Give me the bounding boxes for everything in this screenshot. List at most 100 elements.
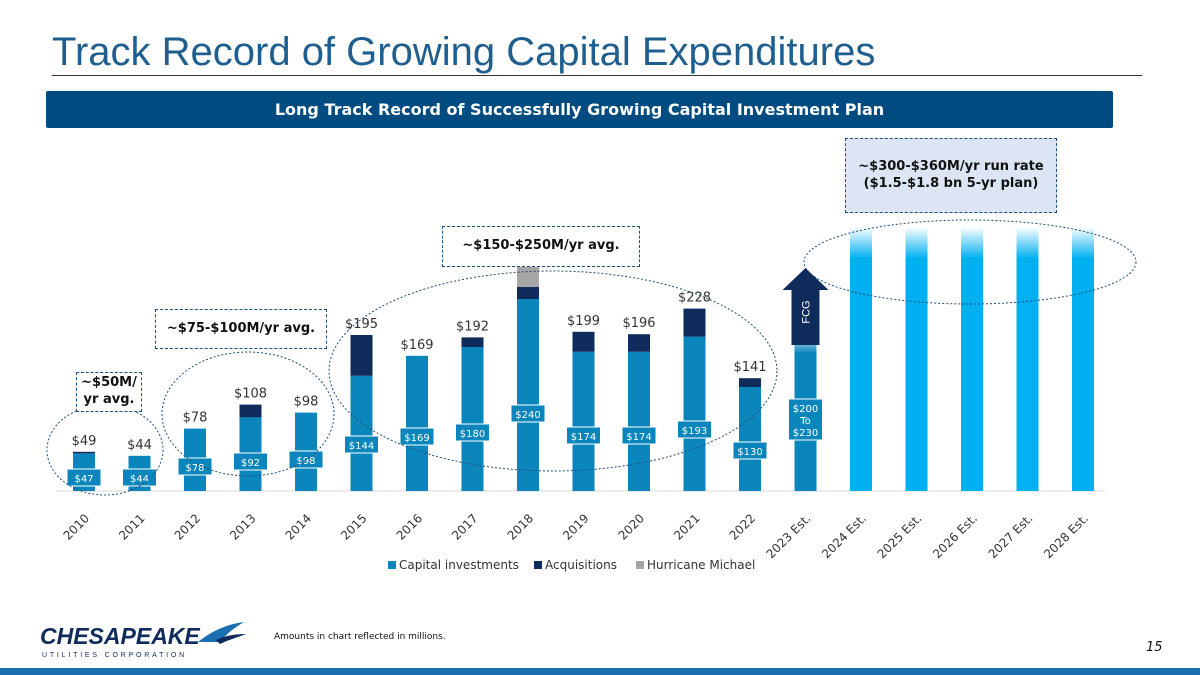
- x-tick-label: 2022: [727, 511, 758, 542]
- total-label-2012: $78: [183, 411, 208, 426]
- bar-acquisitions-2022: [739, 378, 761, 387]
- inner-label-2023-Est: $230: [793, 428, 818, 439]
- callout-150-250m-avg: ~$150-$250M/yr avg.: [442, 226, 640, 267]
- total-label-2016: $169: [400, 338, 433, 353]
- logo-wing-accent-icon: [216, 634, 246, 644]
- legend-swatch-1: [534, 561, 542, 569]
- x-tick-label: 2018: [505, 511, 536, 542]
- callout-75-100m-avg: ~$75-$100M/yr avg.: [155, 309, 327, 349]
- total-label-2019: $199: [567, 314, 600, 329]
- inner-label-2019: $174: [571, 432, 596, 443]
- subtitle-banner: Long Track Record of Successfully Growin…: [46, 91, 1113, 128]
- inner-label-2023-Est: $200: [793, 404, 818, 415]
- inner-label-box-2019: [566, 426, 601, 445]
- inner-label-box-2020: [621, 426, 657, 445]
- inner-label-box-2021: [677, 420, 712, 439]
- inner-label-2011: $44: [130, 474, 149, 485]
- inner-label-box-2018: [510, 404, 546, 423]
- inner-label-box-2013: [233, 452, 268, 471]
- inner-label-2023-Est: To: [799, 416, 811, 427]
- x-tick-label: 2010: [61, 511, 92, 542]
- bar-capital-investments-2018: [517, 299, 539, 491]
- inner-label-2021: $193: [682, 426, 707, 437]
- x-tick-label: 2026 Est.: [930, 511, 980, 561]
- x-tick-label: 2012: [172, 511, 203, 542]
- logo-tagline: UTILITIES CORPORATION: [42, 652, 187, 659]
- inner-label-2010: $47: [74, 474, 93, 485]
- x-tick-label: 2020: [616, 511, 647, 542]
- bar-capital-investments-2026-Est: [961, 227, 983, 491]
- inner-label-box-2010: [66, 468, 102, 487]
- x-tick-label: 2024 Est.: [819, 511, 869, 561]
- inner-label-2022: $130: [737, 447, 762, 458]
- fcg-arrow-icon: [782, 268, 829, 345]
- group-ellipse-2010-2011: [46, 404, 164, 496]
- bar-acquisitions-2017: [461, 337, 484, 347]
- fcg-label: FCG: [801, 300, 813, 323]
- inner-label-2015: $144: [349, 441, 374, 452]
- total-label-2014: $98: [294, 395, 319, 410]
- bar-capital-investments-2016: [406, 355, 428, 491]
- x-tick-label: 2017: [449, 511, 480, 542]
- inner-label-box-2016: [399, 427, 435, 446]
- inner-label-box-2017: [455, 423, 490, 442]
- x-tick-label: 2019: [560, 511, 591, 542]
- group-ellipse-estimates: [803, 219, 1137, 305]
- x-tick-label: 2021: [671, 511, 702, 542]
- bar-capital-investments-2025-Est: [905, 227, 928, 491]
- callout-50m-avg: ~$50M/ yr avg.: [76, 372, 142, 412]
- bar-capital-investments-2019: [572, 351, 595, 491]
- total-label-2013: $108: [234, 387, 267, 402]
- bar-acquisitions-2013: [239, 404, 262, 418]
- bar-capital-investments-2022: [739, 387, 761, 491]
- inner-label-2018: $240: [515, 410, 540, 421]
- footer-bar: [0, 668, 1200, 675]
- bar-acquisitions-2018: [517, 287, 539, 299]
- inner-label-box-2022: [732, 441, 768, 460]
- legend-label-2: Hurricane Michael: [647, 558, 755, 572]
- legend-label-1: Acquisitions: [545, 558, 617, 572]
- bar-hurricane-michael-2018: [517, 264, 539, 287]
- total-label-2015: $195: [345, 317, 378, 332]
- chesapeake-logo: CHESAPEAKE UTILITIES CORPORATION: [40, 622, 246, 659]
- bar-capital-investments-2028-Est: [1072, 227, 1094, 491]
- bar-capital-investments-2015: [350, 375, 373, 491]
- x-tick-label: 2016: [394, 511, 425, 542]
- bar-acquisitions-2020: [628, 334, 650, 352]
- page-number: 15: [1146, 640, 1163, 655]
- inner-label-2017: $180: [460, 429, 485, 440]
- footnote: Amounts in chart reflected in millions.: [274, 632, 446, 642]
- bar-acquisitions-2021: [683, 308, 706, 337]
- inner-label-2016: $169: [404, 433, 429, 444]
- x-tick-label: 2013: [227, 511, 258, 542]
- callout-300-360m-run-rate: ~$300-$360M/yr run rate ($1.5-$1.8 bn 5-…: [845, 138, 1057, 213]
- total-label-2010: $49: [72, 434, 97, 449]
- group-ellipse-2015-2022: [328, 270, 778, 472]
- inner-label-2014: $98: [296, 456, 315, 467]
- total-label-2017: $192: [456, 319, 489, 334]
- total-label-2020: $196: [622, 316, 655, 331]
- group-ellipse-2012-2014: [161, 351, 335, 477]
- total-label-2011: $44: [127, 438, 152, 453]
- legend-label-0: Capital investments: [399, 558, 519, 572]
- bar-capital-investments-2021: [683, 336, 706, 491]
- inner-label-2020: $174: [626, 432, 651, 443]
- bar-acquisitions-2015: [350, 335, 373, 376]
- inner-label-box-2015: [344, 435, 379, 454]
- legend-swatch-0: [388, 561, 396, 569]
- title-divider: [52, 75, 1142, 76]
- bar-capital-investments-2020: [628, 351, 650, 491]
- page-title: Track Record of Growing Capital Expendit…: [52, 30, 876, 74]
- x-tick-label: 2027 Est.: [986, 511, 1036, 561]
- legend-swatch-2: [636, 561, 644, 569]
- bar-capital-investments-2024-Est: [850, 227, 872, 491]
- bar-acquisitions-2019: [572, 331, 595, 352]
- total-label-2022: $141: [733, 360, 766, 375]
- x-tick-label: 2028 Est.: [1041, 511, 1091, 561]
- x-tick-label: 2023 Est.: [764, 511, 814, 561]
- logo-wordmark: CHESAPEAKE: [40, 623, 200, 649]
- x-tick-label: 2015: [338, 511, 369, 542]
- x-tick-label: 2014: [283, 511, 314, 542]
- x-tick-label: 2025 Est.: [875, 511, 925, 561]
